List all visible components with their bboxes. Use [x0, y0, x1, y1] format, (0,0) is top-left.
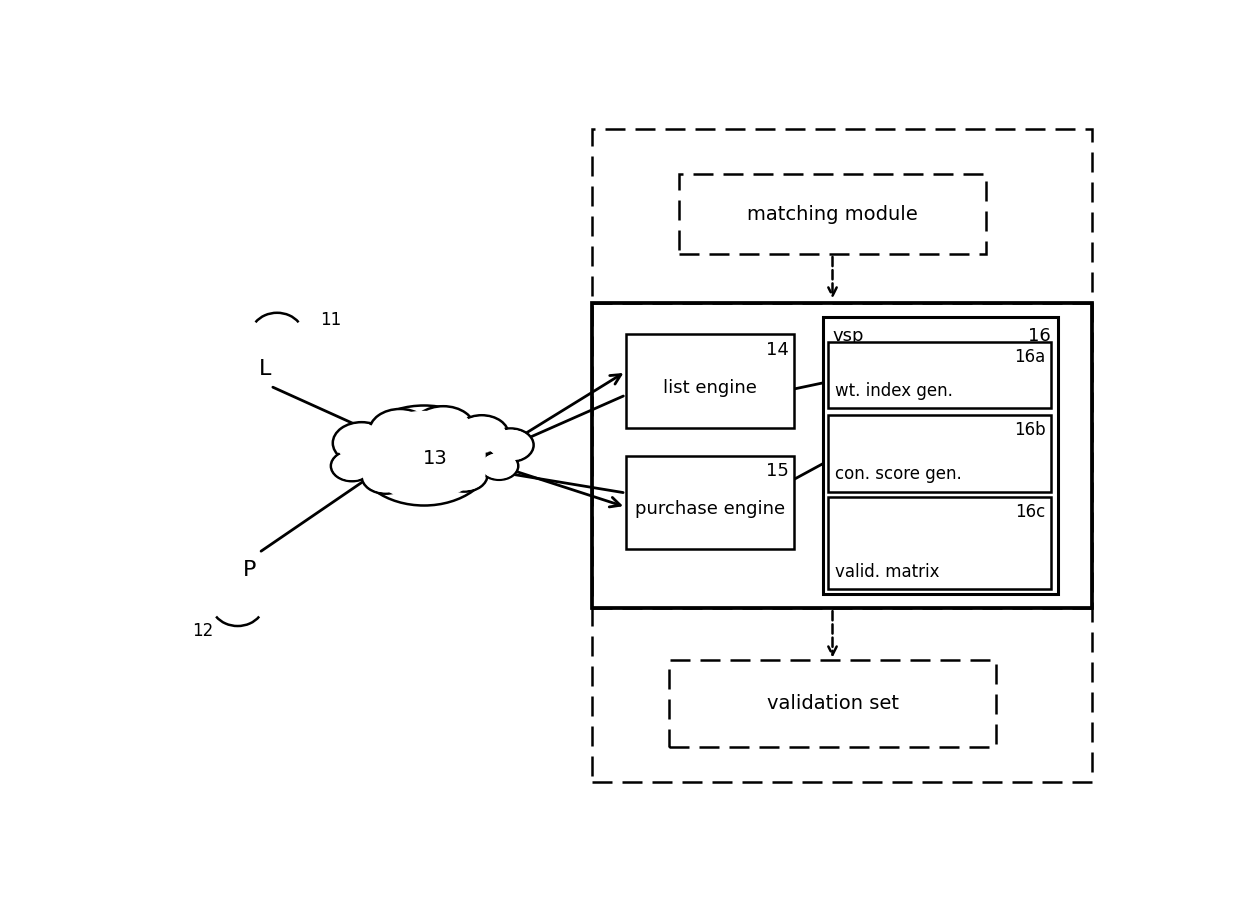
Circle shape: [331, 451, 373, 481]
Bar: [593, 303, 1092, 608]
Circle shape: [370, 409, 430, 454]
Circle shape: [412, 406, 475, 452]
Circle shape: [399, 462, 449, 498]
Circle shape: [441, 458, 487, 492]
Bar: [828, 342, 1050, 409]
Circle shape: [331, 451, 373, 481]
Text: matching module: matching module: [748, 205, 918, 224]
Circle shape: [399, 462, 449, 498]
Circle shape: [362, 459, 409, 493]
Circle shape: [458, 418, 506, 452]
Text: 16c: 16c: [1016, 502, 1045, 520]
Circle shape: [487, 428, 533, 462]
Circle shape: [441, 458, 487, 492]
Circle shape: [363, 411, 485, 500]
Circle shape: [332, 422, 391, 464]
Circle shape: [455, 415, 508, 454]
Circle shape: [487, 428, 533, 462]
Bar: [670, 660, 996, 747]
Circle shape: [370, 409, 430, 454]
Text: validation set: validation set: [766, 695, 899, 713]
Circle shape: [482, 454, 516, 478]
Circle shape: [373, 411, 427, 451]
Circle shape: [334, 453, 371, 479]
Bar: [626, 456, 794, 549]
Text: purchase engine: purchase engine: [635, 501, 785, 519]
Circle shape: [355, 406, 494, 505]
Bar: [828, 415, 1050, 492]
Circle shape: [402, 464, 446, 496]
Bar: [626, 334, 794, 428]
Bar: [823, 317, 1058, 594]
Text: valid. matrix: valid. matrix: [836, 563, 940, 581]
Bar: [593, 129, 1092, 782]
Circle shape: [336, 425, 387, 461]
Circle shape: [415, 409, 471, 449]
Text: 16a: 16a: [1014, 348, 1045, 366]
Circle shape: [480, 452, 518, 480]
Text: 12: 12: [192, 622, 213, 640]
Circle shape: [365, 461, 407, 492]
Circle shape: [480, 452, 518, 480]
Circle shape: [490, 430, 531, 460]
Text: P: P: [243, 560, 255, 580]
Circle shape: [362, 459, 409, 493]
Text: 16b: 16b: [1014, 420, 1045, 438]
Circle shape: [412, 406, 475, 452]
Text: 16: 16: [1028, 327, 1050, 345]
Text: con. score gen.: con. score gen.: [836, 465, 962, 483]
Bar: [828, 497, 1050, 589]
Text: vsp: vsp: [832, 327, 864, 345]
Circle shape: [355, 406, 494, 505]
Circle shape: [332, 422, 391, 464]
Text: 15: 15: [766, 463, 789, 481]
Text: list engine: list engine: [663, 379, 756, 397]
Text: 11: 11: [320, 311, 341, 329]
Text: 13: 13: [423, 449, 448, 468]
Bar: [678, 174, 986, 254]
Circle shape: [455, 415, 508, 454]
Circle shape: [444, 460, 485, 490]
Text: L: L: [259, 359, 272, 379]
Text: wt. index gen.: wt. index gen.: [836, 382, 954, 400]
Text: 14: 14: [766, 341, 789, 359]
